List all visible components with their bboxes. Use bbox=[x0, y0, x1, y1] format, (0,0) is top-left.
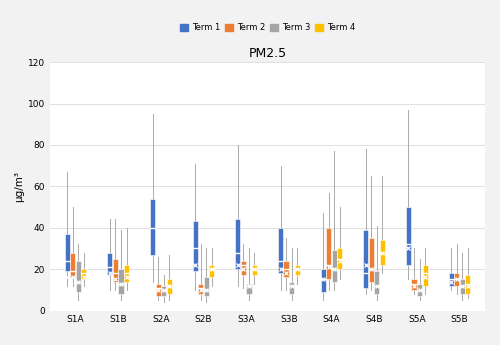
Bar bbox=[422, 265, 428, 286]
Bar bbox=[70, 253, 76, 277]
Bar bbox=[326, 228, 332, 279]
Bar bbox=[161, 286, 166, 296]
Bar bbox=[294, 265, 300, 275]
Bar bbox=[448, 273, 454, 286]
Bar bbox=[284, 261, 288, 277]
Bar bbox=[118, 269, 124, 294]
Bar bbox=[108, 253, 112, 275]
Bar bbox=[363, 230, 368, 288]
Bar bbox=[124, 265, 129, 282]
Bar bbox=[198, 284, 203, 294]
Bar bbox=[369, 238, 374, 282]
Bar bbox=[64, 234, 70, 271]
Bar bbox=[337, 248, 342, 269]
Bar bbox=[417, 284, 422, 296]
Bar bbox=[236, 219, 240, 269]
Bar bbox=[465, 275, 470, 294]
Bar bbox=[166, 279, 172, 294]
Bar bbox=[246, 284, 252, 294]
Bar bbox=[76, 261, 81, 292]
Bar bbox=[374, 271, 380, 294]
Bar bbox=[454, 273, 459, 286]
Bar bbox=[192, 221, 198, 271]
Bar bbox=[204, 277, 209, 296]
Bar bbox=[156, 284, 160, 296]
Bar bbox=[82, 269, 86, 279]
Bar bbox=[210, 265, 214, 277]
Bar bbox=[320, 269, 326, 292]
Bar bbox=[460, 279, 464, 294]
Legend: Term 1, Term 2, Term 3, Term 4: Term 1, Term 2, Term 3, Term 4 bbox=[178, 21, 356, 34]
Bar bbox=[278, 228, 283, 273]
Bar bbox=[332, 250, 337, 282]
Bar bbox=[113, 259, 118, 282]
Title: PM2.5: PM2.5 bbox=[248, 47, 286, 60]
Bar bbox=[150, 199, 155, 255]
Bar bbox=[412, 279, 416, 290]
Bar bbox=[252, 265, 257, 275]
Y-axis label: μg/m³: μg/m³ bbox=[14, 171, 24, 202]
Bar bbox=[241, 261, 246, 275]
Bar bbox=[406, 207, 411, 265]
Bar bbox=[380, 240, 385, 265]
Bar bbox=[289, 282, 294, 294]
